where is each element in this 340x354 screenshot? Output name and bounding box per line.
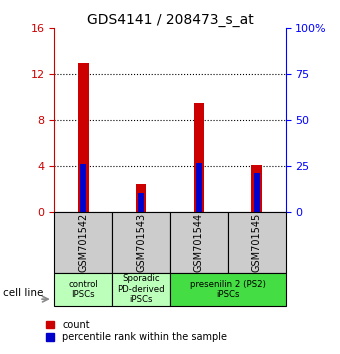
Text: Sporadic
PD-derived
iPSCs: Sporadic PD-derived iPSCs [117, 274, 165, 304]
Bar [136, 184, 146, 212]
Text: GSM701545: GSM701545 [252, 213, 262, 272]
Bar [112, 273, 170, 306]
Bar [54, 212, 112, 273]
Bar [80, 164, 86, 212]
Text: presenilin 2 (PS2)
iPSCs: presenilin 2 (PS2) iPSCs [190, 280, 266, 299]
Bar [252, 165, 262, 212]
Bar [54, 273, 112, 306]
Text: GSM701542: GSM701542 [78, 213, 88, 272]
Text: GSM701543: GSM701543 [136, 213, 146, 272]
Text: GSM701544: GSM701544 [194, 213, 204, 272]
Text: control
IPSCs: control IPSCs [68, 280, 98, 299]
Title: GDS4141 / 208473_s_at: GDS4141 / 208473_s_at [87, 13, 253, 27]
Bar [170, 212, 228, 273]
Text: cell line: cell line [3, 288, 44, 298]
Bar [170, 273, 286, 306]
Bar [228, 212, 286, 273]
Bar [254, 173, 260, 212]
Bar [138, 193, 144, 212]
Bar [194, 103, 204, 212]
Legend: count, percentile rank within the sample: count, percentile rank within the sample [46, 320, 227, 342]
Bar [196, 163, 202, 212]
Bar [78, 63, 88, 212]
Bar [112, 212, 170, 273]
